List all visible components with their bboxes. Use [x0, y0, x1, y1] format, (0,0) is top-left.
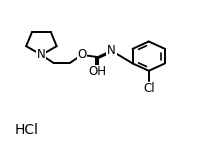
Text: N: N [107, 44, 116, 57]
Text: Cl: Cl [143, 82, 155, 95]
Text: HCl: HCl [15, 123, 39, 137]
Text: N: N [37, 48, 46, 61]
Text: O: O [77, 48, 87, 61]
Text: OH: OH [89, 65, 107, 78]
